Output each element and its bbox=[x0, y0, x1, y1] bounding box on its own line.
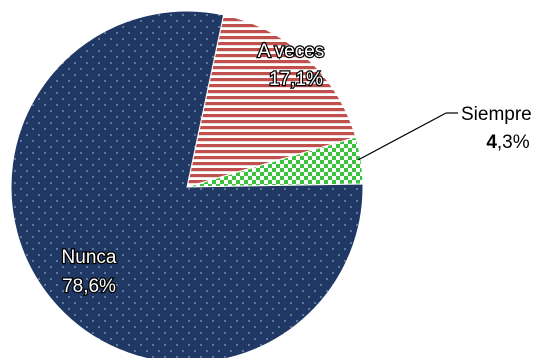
pie-slices bbox=[10, 10, 364, 358]
value-nunca: 78,6% bbox=[62, 276, 116, 297]
siempre-leader-line bbox=[357, 112, 447, 161]
value-siempre-bold: 4 bbox=[486, 132, 497, 153]
label-siempre: Siempre bbox=[461, 104, 532, 125]
label-a-veces: A veces bbox=[258, 41, 325, 62]
value-a-veces: 17,1% bbox=[269, 69, 323, 90]
label-nunca: Nunca bbox=[62, 247, 117, 268]
value-siempre-rest: ,3% bbox=[497, 132, 530, 153]
slice-nunca bbox=[10, 10, 364, 358]
slice-a-veces bbox=[186, 14, 357, 188]
value-siempre: 4,3% bbox=[486, 132, 529, 153]
